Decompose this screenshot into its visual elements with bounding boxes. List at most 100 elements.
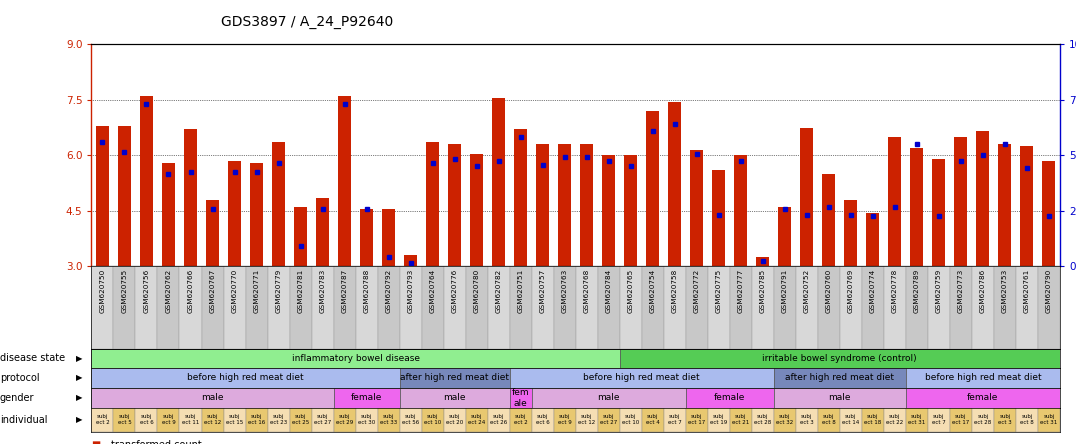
Text: subj
ect 26: subj ect 26: [490, 414, 507, 425]
Text: subj
ect 6: subj ect 6: [536, 414, 550, 425]
Text: ▶: ▶: [76, 354, 83, 363]
Text: gender: gender: [0, 393, 34, 403]
Bar: [426, 143, 439, 266]
Text: GSM620784: GSM620784: [606, 269, 611, 313]
Bar: [796, 408, 818, 432]
Bar: [708, 408, 730, 432]
Bar: [510, 408, 532, 432]
Bar: [470, 154, 483, 266]
Bar: [641, 266, 664, 349]
Bar: [950, 266, 972, 349]
Bar: [862, 266, 883, 349]
Text: subj
ect 30: subj ect 30: [358, 414, 376, 425]
Text: after high red meat diet: after high red meat diet: [785, 373, 894, 382]
Text: GSM620760: GSM620760: [825, 269, 832, 313]
Text: subj
ect 10: subj ect 10: [622, 414, 639, 425]
Text: ▶: ▶: [76, 415, 83, 424]
Bar: [576, 266, 597, 349]
Bar: [866, 213, 879, 266]
Text: GSM620756: GSM620756: [143, 269, 150, 313]
Text: female: female: [714, 393, 746, 402]
Text: subj
ect 2: subj ect 2: [96, 414, 110, 425]
Text: GSM620777: GSM620777: [738, 269, 744, 313]
Bar: [756, 257, 769, 266]
Text: subj
ect 5: subj ect 5: [117, 414, 131, 425]
Bar: [928, 408, 950, 432]
Bar: [883, 266, 906, 349]
Bar: [558, 144, 571, 266]
Text: subj
ect 3: subj ect 3: [799, 414, 813, 425]
Bar: [201, 266, 224, 349]
Text: GSM620789: GSM620789: [914, 269, 920, 313]
Bar: [334, 266, 355, 349]
Bar: [245, 266, 268, 349]
Text: GSM620791: GSM620791: [782, 269, 788, 313]
Bar: [906, 408, 928, 432]
Bar: [818, 408, 839, 432]
Bar: [994, 266, 1016, 349]
Bar: [224, 408, 245, 432]
Bar: [113, 408, 136, 432]
Bar: [448, 144, 462, 266]
Bar: [294, 207, 307, 266]
Text: subj
ect 15: subj ect 15: [226, 414, 243, 425]
Bar: [597, 266, 620, 349]
Bar: [404, 255, 417, 266]
Text: ■: ■: [91, 440, 101, 444]
Text: GSM620758: GSM620758: [671, 269, 678, 313]
Bar: [422, 408, 443, 432]
Bar: [378, 408, 399, 432]
Bar: [514, 130, 527, 266]
Text: subj
ect 10: subj ect 10: [424, 414, 441, 425]
Bar: [950, 408, 972, 432]
Text: GSM620783: GSM620783: [320, 269, 326, 313]
Bar: [1043, 161, 1056, 266]
Text: subj
ect 28: subj ect 28: [974, 414, 991, 425]
Bar: [206, 200, 220, 266]
Text: subj
ect 33: subj ect 33: [380, 414, 397, 425]
Text: subj
ect 22: subj ect 22: [887, 414, 904, 425]
Bar: [268, 408, 289, 432]
Bar: [685, 266, 708, 349]
Bar: [355, 408, 378, 432]
Bar: [399, 368, 510, 388]
Bar: [422, 266, 443, 349]
Text: subj
ect 17: subj ect 17: [688, 414, 706, 425]
Bar: [685, 408, 708, 432]
Bar: [157, 408, 180, 432]
Bar: [624, 155, 637, 266]
Text: GSM620750: GSM620750: [99, 269, 105, 313]
Bar: [928, 266, 950, 349]
Text: GSM620759: GSM620759: [936, 269, 942, 313]
Text: GSM620755: GSM620755: [122, 269, 127, 313]
Text: subj
ect 23: subj ect 23: [270, 414, 287, 425]
Bar: [999, 144, 1011, 266]
Text: subj
ect 56: subj ect 56: [402, 414, 420, 425]
Bar: [818, 266, 839, 349]
Bar: [91, 388, 334, 408]
Bar: [91, 368, 399, 388]
Text: subj
ect 8: subj ect 8: [1020, 414, 1034, 425]
Text: subj
ect 7: subj ect 7: [668, 414, 681, 425]
Bar: [597, 408, 620, 432]
Text: GSM620793: GSM620793: [408, 269, 413, 313]
Text: disease state: disease state: [0, 353, 66, 363]
Bar: [245, 408, 268, 432]
Text: protocol: protocol: [0, 373, 40, 383]
Bar: [113, 266, 136, 349]
Text: GSM620757: GSM620757: [540, 269, 546, 313]
Text: GDS3897 / A_24_P92640: GDS3897 / A_24_P92640: [221, 15, 393, 29]
Bar: [228, 161, 241, 266]
Bar: [161, 163, 175, 266]
Bar: [201, 408, 224, 432]
Text: GSM620751: GSM620751: [518, 269, 524, 313]
Text: subj
ect 25: subj ect 25: [292, 414, 309, 425]
Text: male: male: [443, 393, 466, 402]
Bar: [492, 98, 506, 266]
Text: GSM620773: GSM620773: [958, 269, 964, 313]
Bar: [774, 408, 796, 432]
Text: GSM620754: GSM620754: [650, 269, 655, 313]
Text: subj
ect 27: subj ect 27: [314, 414, 331, 425]
Text: GSM620753: GSM620753: [1002, 269, 1008, 313]
Text: before high red meat diet: before high red meat diet: [583, 373, 700, 382]
